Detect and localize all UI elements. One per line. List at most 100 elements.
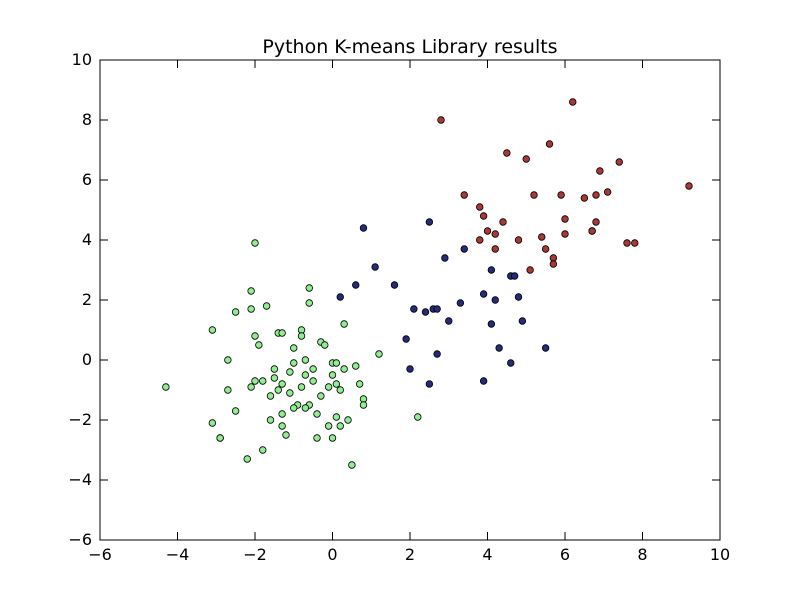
scatter-point — [437, 116, 445, 124]
x-tick-label: 2 — [405, 545, 415, 564]
scatter-point — [352, 362, 360, 370]
scatter-point — [262, 302, 271, 310]
axis-ticks: −6 −4 −2 0 2 4 6 8 10 −6 −4 −2 0 2 4 6 8 10 — [68, 50, 730, 564]
scatter-point — [336, 386, 344, 394]
scatter-point — [270, 365, 279, 373]
scatter-point — [317, 392, 325, 400]
scatter-point — [336, 293, 344, 301]
scatter-point — [514, 293, 523, 301]
scatter-point — [278, 329, 286, 337]
scatter-point — [224, 356, 232, 364]
scatter-point — [456, 299, 465, 307]
x-tick-label: 10 — [710, 545, 730, 564]
scatter-point — [231, 407, 240, 415]
scatter-point — [247, 305, 255, 313]
scatter-point — [344, 416, 352, 424]
scatter-point — [460, 191, 468, 199]
scatter-point — [495, 344, 503, 352]
y-tick-label: −6 — [68, 530, 92, 549]
scatter-point — [541, 344, 550, 352]
scatter-point — [332, 359, 341, 367]
scatter-point — [615, 158, 623, 166]
scatter-point — [301, 371, 310, 379]
scatter-point — [359, 224, 368, 232]
y-tick-label: 2 — [82, 290, 92, 309]
scatter-point — [402, 335, 410, 343]
scatter-point — [503, 149, 511, 157]
scatter-point — [414, 413, 422, 421]
scatter-point — [348, 461, 356, 469]
plot-area — [99, 59, 721, 541]
scatter-point — [301, 356, 310, 364]
scatter-point — [522, 155, 530, 163]
scatter-point — [541, 245, 550, 253]
scatter-point — [352, 281, 360, 289]
scatter-point — [278, 422, 286, 430]
scatter-point — [390, 281, 399, 289]
chart-title: Python K-means Library results — [262, 36, 557, 58]
scatter-point — [290, 344, 298, 352]
scatter-point — [255, 341, 263, 349]
scatter-point — [328, 371, 337, 379]
scatter-point — [251, 239, 259, 247]
scatter-point — [406, 365, 414, 373]
scatter-point — [282, 431, 290, 439]
scatter-point — [491, 296, 499, 304]
scatter-point — [251, 332, 259, 340]
scatter-point — [592, 218, 600, 226]
scatter-point — [685, 182, 693, 190]
y-tick-label: 8 — [82, 110, 92, 129]
scatter-point — [224, 386, 232, 394]
scatter-point — [530, 191, 538, 199]
scatter-point — [247, 383, 255, 391]
scatter-point — [518, 317, 527, 325]
scatter-point — [487, 266, 496, 274]
scatter-point — [290, 359, 298, 367]
scatter-point — [266, 392, 275, 400]
scatter-series-0 — [162, 239, 422, 469]
scatter-point — [491, 230, 499, 238]
scatter-point — [491, 245, 499, 253]
scatter-point — [313, 410, 321, 418]
scatter-point — [499, 218, 507, 226]
scatter-point — [445, 317, 453, 325]
x-tick-label: 0 — [327, 545, 337, 564]
y-tick-label: 4 — [82, 230, 92, 249]
scatter-point — [286, 368, 294, 376]
scatter-point — [507, 359, 515, 367]
scatter-point — [355, 380, 364, 388]
scatter-point — [460, 245, 468, 253]
scatter-point — [433, 305, 441, 313]
scatter-point — [251, 377, 259, 385]
scatter-point — [243, 455, 251, 463]
scatter-point — [340, 365, 348, 373]
y-tick-label: 10 — [72, 50, 92, 69]
scatter-point — [321, 341, 329, 349]
scatter-point — [441, 254, 449, 262]
scatter-point — [336, 422, 344, 430]
scatter-point — [545, 140, 554, 148]
x-tick-label: 4 — [482, 545, 492, 564]
scatter-point — [359, 401, 368, 409]
scatter-point — [324, 383, 333, 391]
scatter-point — [433, 350, 441, 358]
scatter-point — [549, 260, 558, 268]
scatter-point — [561, 230, 569, 238]
scatter-point — [561, 215, 569, 223]
scatter-point — [290, 404, 298, 412]
scatter-point — [479, 290, 488, 298]
scatter-point — [309, 365, 317, 373]
scatter-point — [297, 332, 306, 340]
scatter-point — [526, 266, 534, 274]
scatter-point — [274, 386, 282, 394]
scatter-point — [421, 308, 430, 316]
y-tick-label: 6 — [82, 170, 92, 189]
x-tick-label: −4 — [166, 545, 190, 564]
scatter-point — [278, 410, 286, 418]
scatter-point — [266, 416, 275, 424]
scatter-point — [231, 308, 240, 316]
scatter-point — [305, 284, 313, 292]
scatter-point — [332, 380, 341, 388]
scatter-point — [297, 383, 306, 391]
